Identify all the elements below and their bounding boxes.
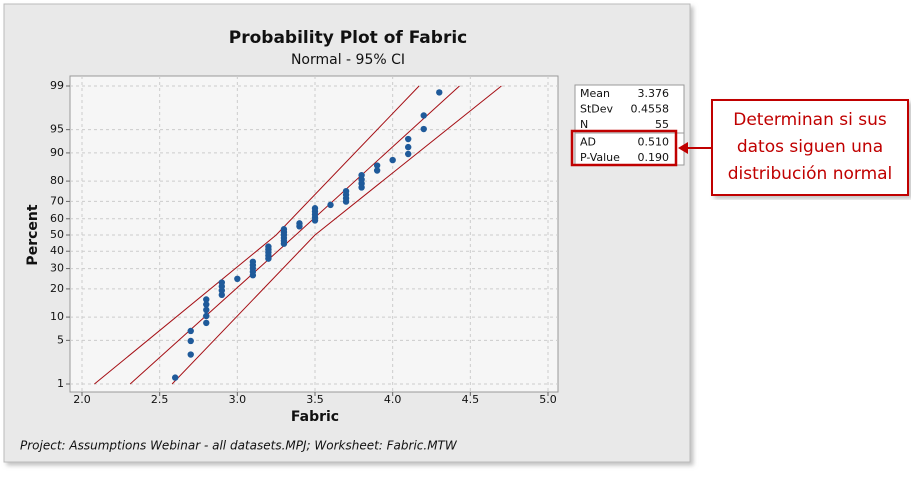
data-point: [280, 226, 288, 233]
stats-label: N: [580, 118, 588, 131]
y-tick-label: 60: [50, 212, 64, 225]
stats-value: 3.376: [638, 87, 670, 100]
plot-area: [69, 75, 559, 393]
y-tick-label: 70: [50, 194, 64, 207]
chart-title: Probability Plot of Fabric: [229, 28, 468, 48]
y-tick-label: 30: [50, 262, 64, 275]
x-tick-label: 5.0: [539, 393, 557, 406]
stats-value: 0.190: [638, 151, 670, 164]
data-point: [203, 301, 210, 308]
annotation-text: distribución normal: [728, 164, 893, 184]
fit-line: [171, 85, 502, 385]
data-point: [234, 275, 241, 283]
stats-label: Mean: [580, 87, 610, 100]
chart-subtitle: Normal - 95% CI: [291, 52, 405, 68]
x-tick-label: 2.5: [151, 393, 169, 406]
data-point: [420, 125, 427, 133]
footer: Project: Assumptions Webinar - all datas…: [20, 439, 458, 453]
y-tick-label: 20: [50, 282, 64, 295]
annotation-text: datos siguen una: [737, 137, 883, 157]
y-tick-label: 40: [50, 244, 64, 257]
stats-label: P-Value: [580, 151, 620, 164]
data-point: [187, 351, 194, 358]
stats-value: 55: [655, 118, 669, 131]
data-point: [311, 205, 319, 212]
stats-label: StDev: [580, 103, 614, 116]
y-tick-label: 95: [50, 123, 64, 136]
data-point: [373, 162, 381, 169]
data-point: [405, 143, 412, 151]
data-point: [187, 337, 194, 345]
x-axis-label: Fabric: [291, 409, 339, 425]
data-point: [172, 374, 179, 381]
y-tick-label: 80: [50, 174, 64, 187]
y-axis-label: Percent: [25, 204, 41, 265]
stats-label: AD: [580, 136, 596, 149]
arrow-head: [678, 142, 688, 154]
stats-value: 0.510: [638, 136, 670, 149]
data-point: [327, 201, 334, 209]
x-tick-label: 3.5: [306, 393, 324, 406]
fit-line: [129, 85, 460, 385]
stats-value: 0.4558: [631, 103, 670, 116]
y-tick-label: 10: [50, 310, 64, 323]
fit-line: [94, 85, 420, 385]
x-tick-label: 4.5: [462, 393, 480, 406]
data-point: [405, 135, 412, 143]
y-tick-label: 99: [50, 79, 64, 92]
data-point: [373, 167, 381, 174]
data-point: [405, 150, 412, 158]
data-point: [420, 112, 427, 119]
data-point: [436, 89, 443, 96]
data-point: [342, 187, 350, 195]
y-tick-label: 90: [50, 146, 64, 159]
data-point: [203, 296, 210, 303]
data-point: [187, 327, 194, 335]
data-point: [218, 279, 225, 286]
y-tick-label: 5: [57, 333, 64, 346]
y-tick-label: 1: [57, 377, 64, 390]
data-point: [203, 306, 210, 314]
stats-box: [574, 84, 685, 166]
data-point: [249, 258, 257, 265]
annotation-text: Determinan si sus: [733, 110, 887, 130]
plot-content: [70, 76, 558, 392]
annotation-box: [711, 99, 909, 196]
x-tick-label: 2.0: [73, 393, 91, 406]
data-point: [203, 319, 210, 327]
data-point: [265, 243, 272, 250]
x-tick-label: 3.0: [229, 393, 247, 406]
data-point: [296, 220, 303, 227]
data-point: [203, 312, 210, 320]
y-tick-label: 50: [50, 228, 64, 241]
data-point: [358, 171, 365, 179]
x-tick-label: 4.0: [384, 393, 402, 406]
data-point: [389, 156, 396, 164]
highlight-box: [570, 129, 678, 167]
